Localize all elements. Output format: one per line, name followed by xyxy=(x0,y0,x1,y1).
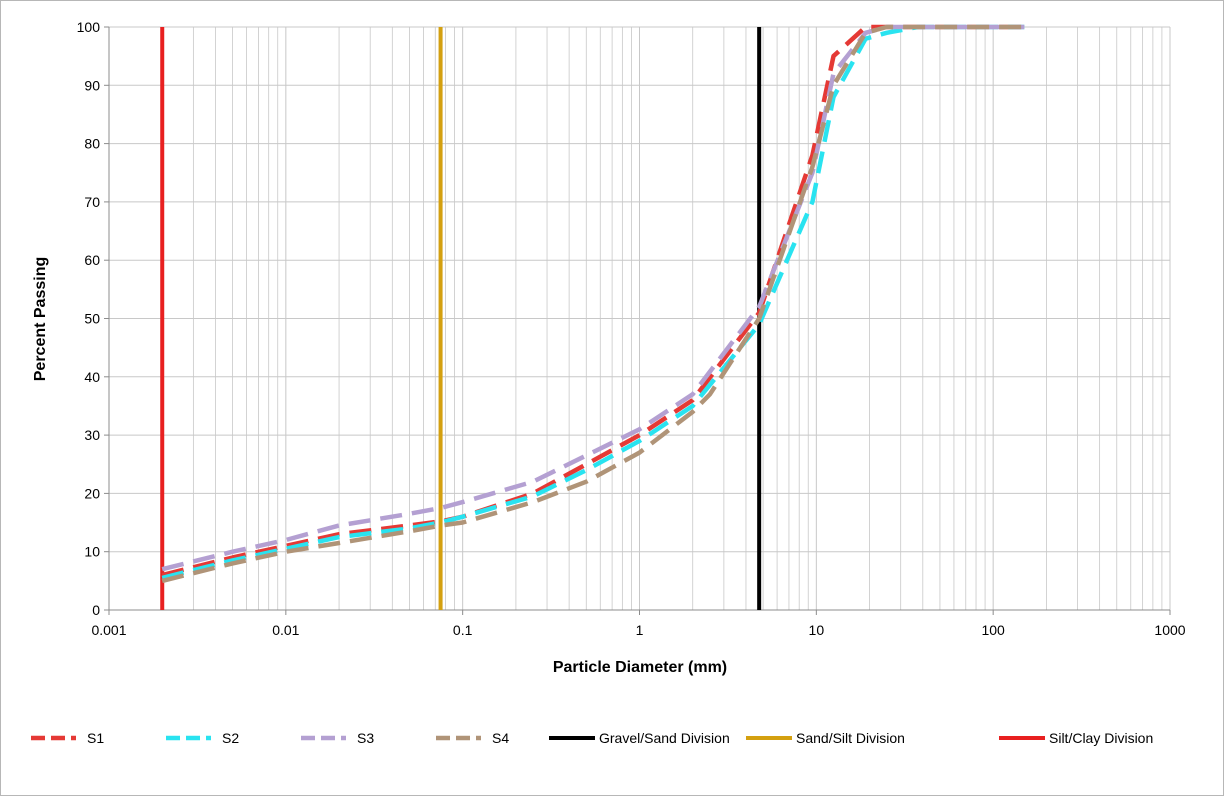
legend-label: S2 xyxy=(222,730,239,746)
y-tick-label: 100 xyxy=(77,19,101,35)
y-tick-label: 40 xyxy=(84,369,100,385)
legend-item-s4: S4 xyxy=(436,730,509,746)
x-tick-label: 100 xyxy=(981,622,1005,638)
series-s1-line xyxy=(161,24,1025,578)
y-axis-label: Percent Passing xyxy=(32,257,49,382)
x-tick-label: 10 xyxy=(809,622,825,638)
legend-label: S4 xyxy=(492,730,509,746)
y-tick-label: 50 xyxy=(84,311,100,327)
gridlines xyxy=(108,26,1171,611)
x-tick-label: 0.01 xyxy=(272,622,299,638)
legend-item-s3: S3 xyxy=(301,730,374,746)
y-tick-label: 60 xyxy=(84,252,100,268)
legend-item-gravel-sand-division: Gravel/Sand Division xyxy=(549,730,730,746)
series-s3-line xyxy=(161,24,1025,572)
x-axis-label: Particle Diameter (mm) xyxy=(553,659,727,676)
y-tick-label: 80 xyxy=(84,136,100,152)
legend-label: Sand/Silt Division xyxy=(796,730,905,746)
legend-item-sand-silt-division: Sand/Silt Division xyxy=(746,730,905,746)
legend-item-s1: S1 xyxy=(31,730,104,746)
legend: S1 S2 S3 S4 Gravel/Sand Division Sand/Silt Di… xyxy=(31,730,1153,746)
legend-label: S1 xyxy=(87,730,104,746)
legend-label: S3 xyxy=(357,730,374,746)
y-tick-label: 30 xyxy=(84,427,100,443)
series-s4-line xyxy=(161,24,1025,584)
legend-label: Silt/Clay Division xyxy=(1049,730,1153,746)
legend-item-s2: S2 xyxy=(166,730,239,746)
y-tick-label: 10 xyxy=(84,544,100,560)
legend-item-silt-clay-division: Silt/Clay Division xyxy=(999,730,1153,746)
x-tick-label: 0.1 xyxy=(453,622,473,638)
x-tick-label: 0.001 xyxy=(91,622,126,638)
x-tick-label: 1 xyxy=(636,622,644,638)
y-tick-label: 70 xyxy=(84,194,100,210)
legend-label: Gravel/Sand Division xyxy=(599,730,730,746)
x-tick-label: 1000 xyxy=(1154,622,1185,638)
y-tick-label: 90 xyxy=(84,77,100,93)
y-tick-label: 0 xyxy=(92,602,100,618)
y-tick-label: 20 xyxy=(84,485,100,501)
series-s2-line xyxy=(161,24,1025,581)
